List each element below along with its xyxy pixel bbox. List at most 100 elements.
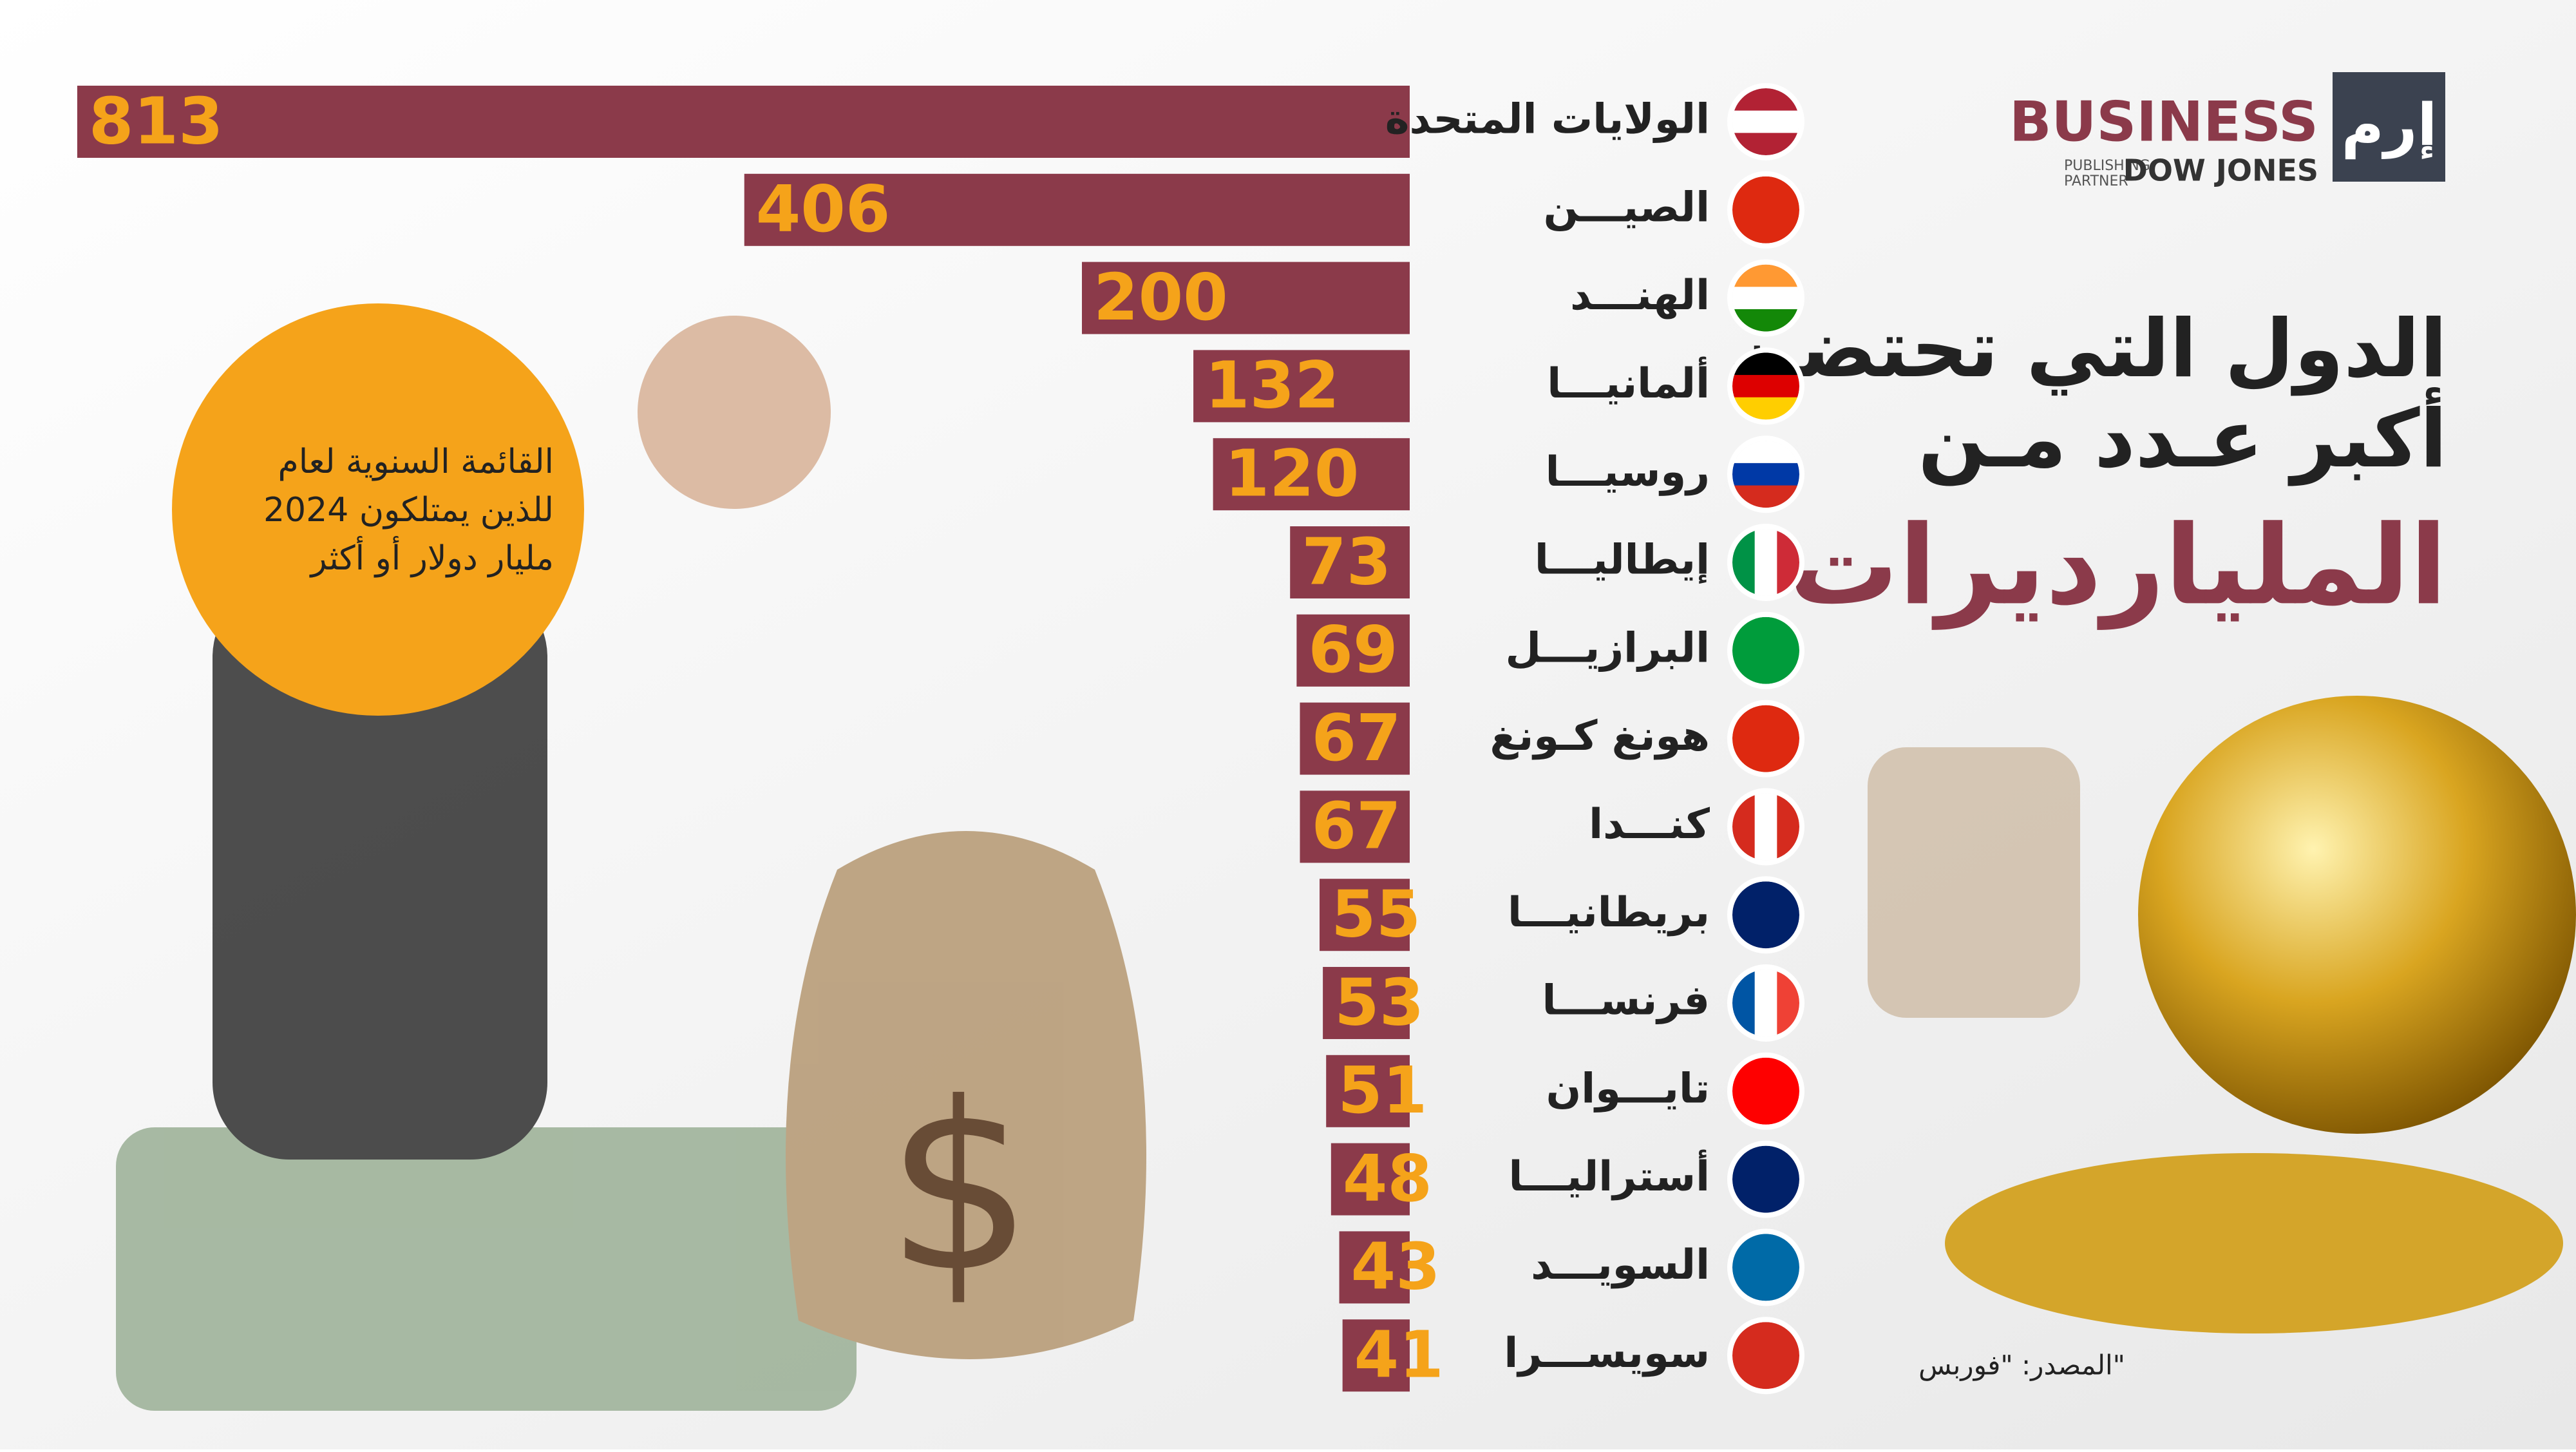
bar (1193, 350, 1410, 423)
flag (1732, 1234, 1799, 1301)
decoration-left: $ (116, 316, 1146, 1411)
category-label: سويســـرا (1504, 1330, 1710, 1377)
flag-ring (1727, 964, 1804, 1042)
annotation-line: القائمة السنوية لعام (278, 443, 554, 481)
flag-ring (1727, 1140, 1804, 1218)
logo-name: BUSINESS (2009, 90, 2318, 154)
dollar-sign: $ (886, 1053, 1033, 1323)
money-pile (116, 1127, 857, 1411)
title-line: الدول التي تحتضن (1728, 303, 2447, 396)
bar (1082, 262, 1410, 334)
flag-ring (1727, 347, 1804, 425)
flag-stripe (1732, 705, 1799, 772)
bar (1339, 1231, 1410, 1304)
bar (1213, 438, 1410, 511)
bar (1331, 1143, 1410, 1216)
category-label: روسيـــا (1546, 448, 1710, 496)
bar (1323, 967, 1410, 1039)
value-label: 67 (1311, 700, 1401, 776)
flag-stripe (1732, 176, 1799, 244)
flag-stripe (1754, 970, 1778, 1036)
subtitle: المليارديرات (1789, 502, 2448, 630)
bar (1300, 790, 1410, 863)
category-label: البرازيـــل (1506, 624, 1710, 672)
value-label: 51 (1338, 1053, 1427, 1128)
flag-ring (1727, 83, 1804, 160)
bar (1296, 614, 1410, 687)
category-label: كنـــدا (1589, 801, 1710, 848)
flag-stripe (1732, 463, 1799, 486)
flag-stripe (1754, 529, 1778, 596)
flag-stripe (1732, 1322, 1799, 1390)
figure (213, 580, 547, 1160)
category-label: تايـــوان (1546, 1065, 1710, 1113)
annotation-line: مليار دولار أو أكثر (309, 536, 554, 578)
value-label: 200 (1094, 260, 1228, 335)
bar (744, 173, 1410, 246)
category-label: هونغ كـونغ (1490, 712, 1710, 760)
value-label: 69 (1308, 612, 1397, 687)
flag-ring (1727, 435, 1804, 513)
flag-stripe (1732, 881, 1799, 949)
category-label: ألمانيـــا (1547, 356, 1710, 408)
value-label: 73 (1302, 524, 1391, 599)
flag-ring (1727, 171, 1804, 249)
flag (1732, 1322, 1799, 1390)
flag-ring (1727, 1317, 1804, 1395)
source: المصدر: "فوربس" (1918, 1350, 2125, 1381)
annotation-line: 2024 للذين يمتلكون (263, 491, 554, 530)
flag-ring (1727, 700, 1804, 778)
category-label: أستراليـــا (1508, 1149, 1710, 1201)
logo-brand: DOW JONES (2123, 153, 2318, 188)
category-label: الهنـــد (1570, 272, 1710, 320)
value-label: 41 (1354, 1317, 1444, 1393)
title-line: أكبر عـدد مـن (1918, 387, 2447, 486)
flag-ring (1727, 1052, 1804, 1130)
flag-ring (1727, 876, 1804, 954)
decoration-right (1868, 696, 2576, 1333)
logo-partner: PUBLISHING (2064, 158, 2150, 174)
flag-stripe (1732, 287, 1799, 310)
category-label: الولايات المتحدة (1385, 96, 1710, 144)
category-label: السويـــد (1531, 1241, 1710, 1289)
value-label: 406 (756, 171, 891, 247)
bar (1290, 526, 1410, 598)
money-bag (786, 831, 1146, 1359)
flag (1732, 705, 1799, 772)
flag-stripe (1754, 793, 1778, 861)
logo-mark: إرم (2342, 91, 2438, 159)
flag-ring (1727, 259, 1804, 337)
logo-partner: PARTNER (2064, 173, 2128, 189)
figure-head (638, 316, 831, 509)
flag-stripe (1732, 1057, 1799, 1125)
annotation-circle (172, 303, 584, 716)
flag-stripe (1732, 1234, 1799, 1301)
flag-stripe (1732, 616, 1799, 684)
category-label: الصيـــن (1544, 184, 1710, 231)
bar (77, 86, 1410, 158)
bar (1300, 702, 1410, 775)
value-label: 120 (1225, 436, 1359, 511)
flag (1732, 616, 1799, 684)
flag (1732, 1145, 1799, 1213)
bar (1320, 879, 1410, 951)
flag-stripe (1732, 1145, 1799, 1213)
value-label: 43 (1351, 1229, 1441, 1304)
coins (1945, 1153, 2563, 1333)
flag (1732, 1057, 1799, 1125)
category-label: إيطاليـــا (1535, 537, 1710, 584)
category-label: بريطانيـــا (1508, 889, 1710, 937)
value-label: 132 (1205, 348, 1340, 423)
value-label: 67 (1311, 788, 1401, 864)
category-label: فرنســـا (1542, 977, 1710, 1025)
silhouettes (1868, 747, 2080, 1018)
globe (2138, 696, 2576, 1134)
value-label: 53 (1334, 964, 1424, 1040)
flag-ring (1727, 1228, 1804, 1306)
bar-chart: 813 الولايات المتحدة 406 الصيـــن 200 الهنـــ… (77, 83, 1804, 1395)
value-label: 813 (89, 83, 223, 158)
value-label: 48 (1343, 1141, 1432, 1216)
bar (1326, 1055, 1410, 1127)
